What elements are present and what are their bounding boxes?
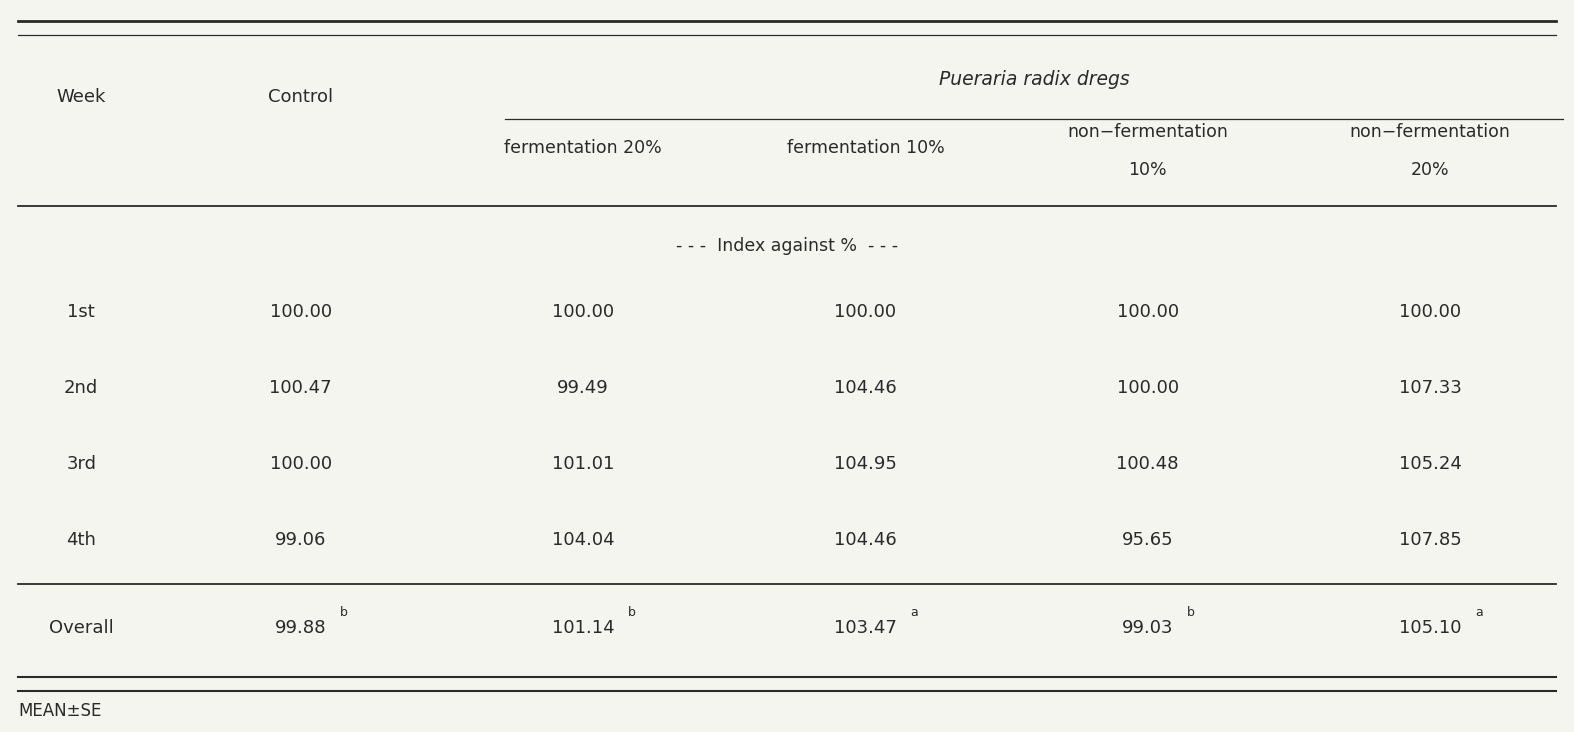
Text: b: b [340,607,348,619]
Text: 104.95: 104.95 [834,455,897,473]
Text: 100.00: 100.00 [1399,302,1461,321]
Text: 10%: 10% [1129,161,1166,179]
Text: 4th: 4th [66,531,96,549]
Text: 1st: 1st [68,302,94,321]
Text: 95.65: 95.65 [1122,531,1174,549]
Text: 100.00: 100.00 [269,302,332,321]
Text: 100.00: 100.00 [269,455,332,473]
Text: 100.00: 100.00 [834,302,897,321]
Text: 100.48: 100.48 [1116,455,1179,473]
Text: 104.46: 104.46 [834,531,897,549]
Text: 99.03: 99.03 [1122,619,1174,637]
Text: Pueraria radix dregs: Pueraria radix dregs [938,70,1129,89]
Text: 99.06: 99.06 [275,531,326,549]
Text: - - -  Index against %  - - -: - - - Index against % - - - [675,237,899,255]
Text: non−fermentation: non−fermentation [1349,123,1511,141]
Text: 99.88: 99.88 [275,619,326,637]
Text: 100.00: 100.00 [1116,378,1179,397]
Text: a: a [1475,607,1483,619]
Text: 104.46: 104.46 [834,378,897,397]
Text: 101.14: 101.14 [552,619,614,637]
Text: 20%: 20% [1410,161,1450,179]
Text: non−fermentation: non−fermentation [1067,123,1228,141]
Text: 3rd: 3rd [66,455,96,473]
Text: fermentation 10%: fermentation 10% [787,139,944,157]
Text: 2nd: 2nd [65,378,98,397]
Text: 104.04: 104.04 [552,531,614,549]
Text: b: b [628,607,636,619]
Text: fermentation 20%: fermentation 20% [504,139,663,157]
Text: 100.00: 100.00 [1116,302,1179,321]
Text: Control: Control [268,89,334,106]
Text: b: b [1187,607,1195,619]
Text: 103.47: 103.47 [834,619,897,637]
Text: Overall: Overall [49,619,113,637]
Text: 105.24: 105.24 [1399,455,1462,473]
Text: 101.01: 101.01 [552,455,614,473]
Text: 99.49: 99.49 [557,378,609,397]
Text: 100.47: 100.47 [269,378,332,397]
Text: MEAN±SE: MEAN±SE [19,702,102,720]
Text: 107.85: 107.85 [1399,531,1461,549]
Text: 107.33: 107.33 [1399,378,1462,397]
Text: 100.00: 100.00 [552,302,614,321]
Text: a: a [911,607,918,619]
Text: 105.10: 105.10 [1399,619,1461,637]
Text: Week: Week [57,89,105,106]
